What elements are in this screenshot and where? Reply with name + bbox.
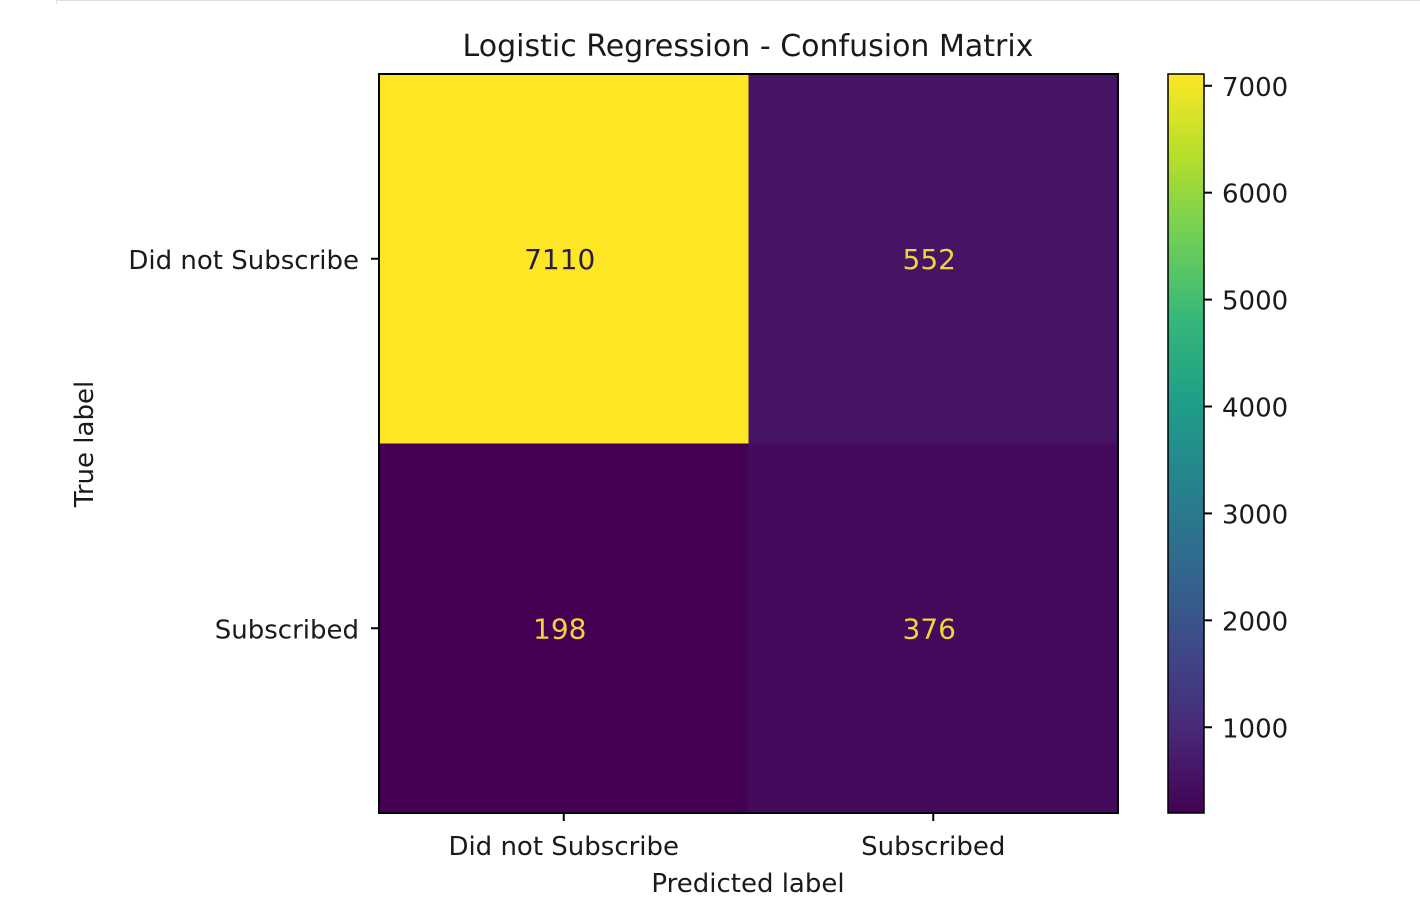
colorbar-tick-label: 5000 (1222, 287, 1288, 317)
plot-frame (378, 73, 1119, 814)
colorbar-tick-label: 6000 (1222, 180, 1288, 210)
y-tick-label: Subscribed (215, 615, 359, 645)
matrix-cell (748, 443, 1118, 813)
x-tick-label: Did not Subscribe (448, 832, 679, 862)
colorbar: 1000 2000 3000 4000 5000 6000 7000 (1167, 73, 1288, 814)
colorbar-tick-label: 2000 (1222, 607, 1288, 637)
notebook-cell-border (56, 0, 1420, 4)
colorbar-tick-label: 1000 (1222, 714, 1288, 744)
matrix-cell (748, 74, 1118, 444)
colorbar-tick-label: 7000 (1222, 73, 1288, 103)
colorbar-tick-label: 4000 (1222, 394, 1288, 424)
y-axis-ticks: Did not Subscribe Subscribed (128, 246, 379, 645)
cell-value-label: 552 (903, 243, 956, 276)
colorbar-tick-label: 3000 (1222, 500, 1288, 530)
y-tick-label: Did not Subscribe (128, 246, 359, 276)
matrix-cell (379, 443, 749, 813)
cell-value-label: 198 (533, 612, 586, 645)
matrix-cell (379, 74, 749, 444)
cell-value-label: 7110 (524, 243, 595, 276)
matrix-cells: 7110 552 198 376 (379, 74, 1118, 813)
x-axis-ticks: Did not Subscribe Subscribed (448, 813, 1005, 862)
x-tick-label: Subscribed (861, 832, 1005, 862)
y-axis-label: True label (70, 381, 100, 508)
cell-value-label: 376 (903, 612, 956, 645)
x-axis-label: Predicted label (651, 869, 844, 899)
chart-title: Logistic Regression - Confusion Matrix (463, 29, 1034, 64)
colorbar-gradient (1167, 73, 1205, 814)
